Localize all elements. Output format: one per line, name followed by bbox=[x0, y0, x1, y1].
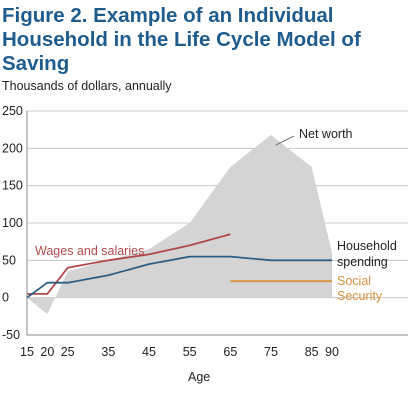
y-tick-label: -50 bbox=[2, 328, 20, 342]
annotation-ss-line2: Security bbox=[337, 289, 383, 303]
line-layer bbox=[26, 233, 332, 299]
y-axis-label: Thousands of dollars, annually bbox=[2, 79, 172, 93]
annotation-spending-line2: spending bbox=[337, 255, 388, 269]
y-tick-label: 250 bbox=[2, 104, 23, 118]
x-axis-label: Age bbox=[188, 370, 210, 384]
net-worth-leader-line bbox=[275, 135, 295, 146]
y-tick-label: 100 bbox=[2, 216, 23, 230]
wages-and-salaries-line bbox=[27, 233, 231, 295]
x-tick-label: 90 bbox=[325, 345, 339, 359]
x-tick-label: 25 bbox=[61, 345, 75, 359]
annotation-net-worth: Net worth bbox=[299, 127, 353, 141]
y-tick-label: 150 bbox=[2, 179, 23, 193]
x-tick-label: 45 bbox=[142, 345, 156, 359]
y-tick-label: 0 bbox=[2, 291, 9, 305]
x-tick-label: 75 bbox=[264, 345, 278, 359]
household-spending-line bbox=[26, 255, 332, 299]
x-tick-label: 35 bbox=[101, 345, 115, 359]
x-tick-label: 55 bbox=[183, 345, 197, 359]
x-tick-label: 65 bbox=[223, 345, 237, 359]
y-tick-label: 200 bbox=[2, 141, 23, 155]
x-tick-label: 85 bbox=[305, 345, 319, 359]
y-tick-label: 50 bbox=[2, 253, 16, 267]
axes bbox=[26, 111, 408, 336]
x-tick-label: 20 bbox=[40, 345, 54, 359]
annotation-ss-line1: Social bbox=[337, 274, 371, 288]
net-worth-area bbox=[27, 134, 332, 315]
x-tick-label: 15 bbox=[20, 345, 34, 359]
chart-title: Figure 2. Example of an Individual House… bbox=[2, 4, 361, 75]
area-layer bbox=[27, 134, 332, 315]
annotation-wages: Wages and salaries bbox=[35, 244, 144, 258]
annotation-spending-line1: Household bbox=[337, 239, 397, 253]
